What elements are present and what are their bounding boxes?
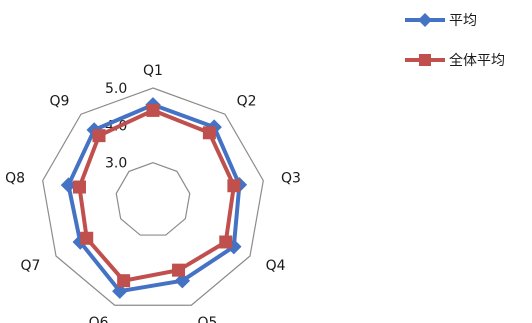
category-label-q5: Q5 (198, 315, 218, 323)
category-label-q9: Q9 (49, 93, 69, 109)
grid-ring-0 (115, 162, 191, 236)
category-label-q3: Q3 (281, 170, 301, 186)
series-0-point-q6 (112, 283, 128, 299)
series-1-point-q4 (219, 235, 233, 249)
category-label-q8: Q8 (5, 170, 25, 186)
legend-label-1: 全体平均 (449, 52, 505, 69)
legend-marker-1 (419, 54, 431, 66)
series-1-point-q5 (172, 263, 186, 277)
series-1-point-q1 (146, 103, 160, 117)
series-0-point-q5 (174, 272, 191, 289)
series-1-point-q2 (202, 126, 216, 140)
category-label-q6: Q6 (89, 315, 109, 323)
category-label-q7: Q7 (20, 258, 40, 274)
legend-marker-0 (418, 13, 432, 27)
series-1-point-q7 (80, 231, 94, 245)
legend-label-0: 平均 (449, 13, 477, 29)
series-line-0 (66, 102, 242, 294)
series-1-point-q3 (227, 179, 241, 193)
series-1-point-q6 (117, 274, 131, 288)
category-label-q1: Q1 (143, 63, 163, 79)
series-1-point-q9 (92, 129, 106, 143)
grid-ring-1 (42, 87, 264, 306)
category-label-q2: Q2 (237, 93, 257, 109)
series-1-point-q8 (72, 180, 86, 194)
tick-label-2: 5.0 (105, 81, 127, 97)
category-label-q4: Q4 (266, 258, 286, 274)
tick-label-0: 3.0 (105, 156, 127, 172)
series-line-1 (77, 108, 236, 283)
